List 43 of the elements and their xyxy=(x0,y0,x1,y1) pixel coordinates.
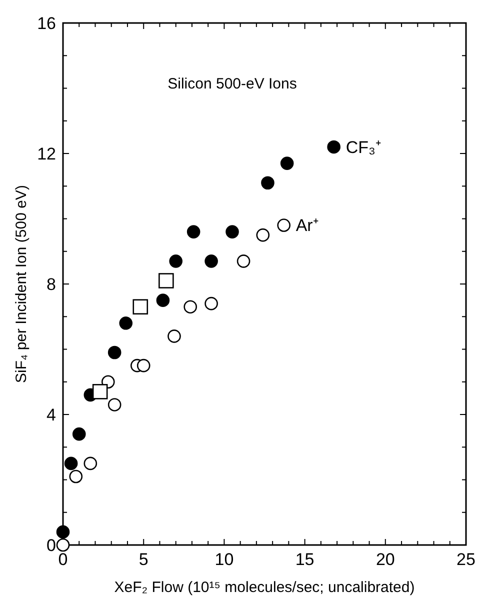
x-tick-label: 10 xyxy=(214,550,234,569)
annotation: Silicon 500-eV Ions xyxy=(168,75,297,92)
point xyxy=(184,300,197,314)
y-tick-label: 4 xyxy=(46,405,56,424)
point xyxy=(327,140,340,154)
point xyxy=(226,225,239,238)
point xyxy=(204,296,218,310)
point xyxy=(132,299,148,314)
point xyxy=(158,273,174,288)
point xyxy=(168,330,181,343)
x-tick-label: 20 xyxy=(376,550,395,569)
series-label: CF₃⁺ xyxy=(346,138,382,157)
point xyxy=(72,427,86,441)
y-tick-label: 8 xyxy=(46,274,56,294)
x-axis-title: XeF₂ Flow (10¹⁵ molecules/sec; uncalibrated) xyxy=(114,579,415,596)
y-tick-label: 16 xyxy=(37,14,56,33)
point xyxy=(169,254,182,268)
y-tick-label: 12 xyxy=(37,144,56,164)
point xyxy=(261,176,274,190)
point xyxy=(204,254,218,268)
point xyxy=(277,218,290,232)
point xyxy=(186,225,200,238)
point xyxy=(156,294,170,307)
point xyxy=(280,156,294,170)
x-tick-label: 15 xyxy=(295,550,314,569)
point xyxy=(69,470,83,484)
point xyxy=(92,384,108,400)
point xyxy=(64,456,78,470)
y-tick-label: 0 xyxy=(46,536,56,555)
x-tick-label: 0 xyxy=(58,550,68,569)
point xyxy=(108,398,122,412)
x-tick-label: 25 xyxy=(456,550,476,569)
point xyxy=(84,456,98,470)
point xyxy=(56,525,70,539)
y-axis-title: SiF₄ per Incident Ion (500 eV) xyxy=(13,185,30,383)
point xyxy=(136,358,150,372)
series-label: Ar⁺ xyxy=(296,216,319,236)
point xyxy=(119,316,133,330)
point xyxy=(236,254,250,268)
point xyxy=(56,538,70,552)
point xyxy=(256,228,270,242)
x-tick-label: 5 xyxy=(138,550,148,569)
point xyxy=(108,346,122,360)
